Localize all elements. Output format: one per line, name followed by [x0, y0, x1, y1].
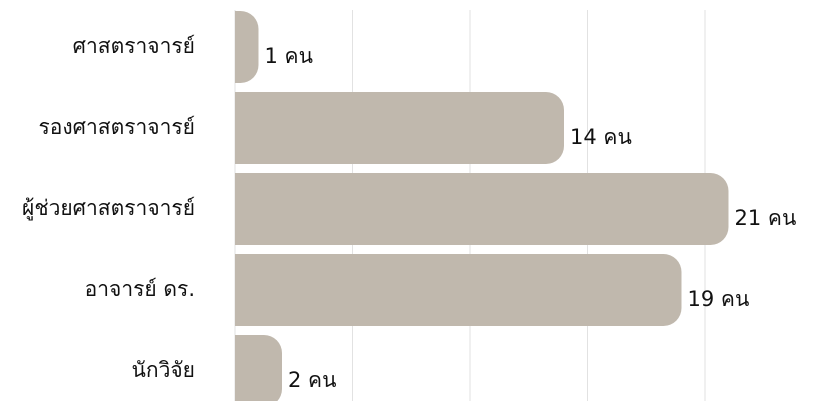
category-label: อาจารย์ ดร.	[85, 277, 195, 301]
bar	[235, 173, 729, 245]
value-label: 19 คน	[688, 287, 750, 311]
category-label: นักวิจัย	[132, 358, 195, 382]
bar	[235, 335, 282, 401]
category-label: ผู้ช่วยศาสตราจารย์	[22, 196, 195, 221]
bar	[235, 254, 682, 326]
bar	[235, 11, 259, 83]
category-label: ศาสตราจารย์	[73, 34, 195, 58]
bar	[235, 92, 564, 164]
value-label: 14 คน	[570, 125, 632, 149]
value-label: 2 คน	[288, 368, 336, 392]
value-label: 1 คน	[265, 44, 313, 68]
category-label: รองศาสตราจารย์	[39, 115, 195, 139]
value-label: 21 คน	[735, 206, 797, 230]
